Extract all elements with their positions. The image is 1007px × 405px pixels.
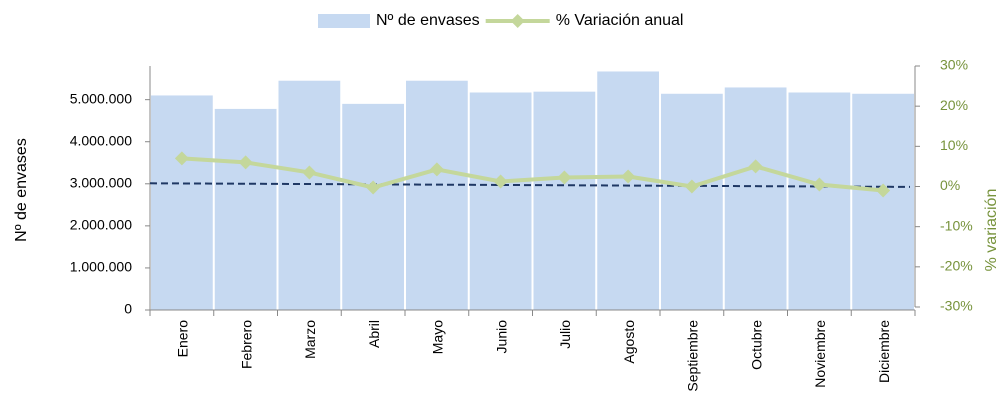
x-tick-label: Enero [175, 320, 191, 358]
x-tick-label: Noviembre [812, 320, 828, 388]
line-marker [429, 162, 444, 177]
legend-label: Nº de envases [376, 12, 480, 29]
line-marker [366, 180, 381, 195]
line-marker [876, 183, 891, 198]
x-tick-label: Agosto [621, 320, 637, 364]
x-tick-label: Diciembre [876, 320, 892, 383]
y2-tick-label: 30% [940, 57, 968, 73]
line-marker [557, 170, 572, 185]
y-tick-label: 4.000.000 [70, 132, 132, 148]
y2-tick-label: -30% [940, 298, 973, 314]
bar [278, 80, 341, 310]
bar [151, 95, 213, 310]
line [181, 156, 884, 193]
y2-tick-label: -20% [940, 258, 973, 274]
x-tick-label: Abril [366, 320, 382, 348]
y2-tick-label: 0% [940, 177, 960, 193]
bar [469, 92, 532, 310]
legend-swatch [318, 14, 370, 28]
x-tick-label: Junio [493, 320, 509, 354]
line-marker [510, 14, 525, 28]
line-marker [684, 179, 699, 194]
x-tick-label: Julio [557, 320, 573, 349]
line-marker [493, 174, 508, 189]
y2-tick-label: 20% [940, 97, 968, 113]
line-marker [748, 159, 763, 174]
y2-tick-label: 10% [940, 137, 968, 153]
y-tick-label: 2.000.000 [70, 217, 132, 233]
y2-tick-label: -10% [940, 217, 973, 233]
x-tick-label: Mayo [430, 320, 446, 354]
bar [406, 80, 468, 310]
line-marker [174, 151, 189, 166]
line-marker [302, 165, 317, 180]
bar [852, 93, 914, 310]
y2-axis-title: % variación [983, 189, 1000, 272]
y-tick-label: 0 [124, 301, 132, 317]
y-tick-label: 1.000.000 [70, 259, 132, 275]
x-tick-label: Marzo [302, 320, 318, 359]
line-marker [238, 155, 253, 170]
y-tick-label: 5.000.000 [70, 90, 132, 106]
legend-label: % Variación anual [556, 12, 684, 29]
bar [214, 108, 277, 311]
bar [661, 93, 723, 310]
x-tick-label: Octubre [748, 320, 764, 370]
bar [724, 87, 787, 310]
bar [597, 71, 659, 310]
y-tick-label: 3.000.000 [70, 174, 132, 190]
line-marker [812, 177, 827, 192]
bar [342, 103, 404, 311]
legend-item: % Variación anual [485, 12, 684, 29]
line-marker [621, 169, 636, 184]
bar [788, 92, 851, 310]
bar [533, 91, 596, 310]
x-tick-label: Febrero [238, 320, 254, 369]
legend-item: Nº de envases [318, 12, 480, 29]
trendline [149, 182, 911, 188]
y-axis-title: Nº de envases [13, 138, 30, 242]
x-tick-label: Septiembre [685, 320, 701, 392]
